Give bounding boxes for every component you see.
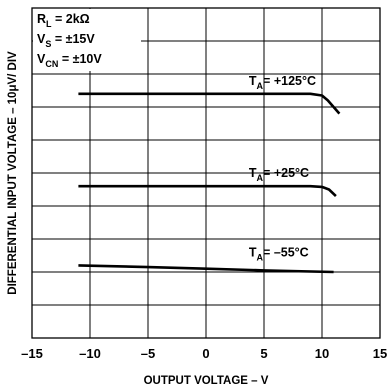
series-line-1	[78, 184, 337, 198]
condition-line-2: VCN = ±10V	[37, 52, 102, 69]
conditions-box-background	[33, 9, 141, 71]
series-line-0	[78, 92, 341, 115]
series-label-2: TA= –55°C	[249, 245, 309, 262]
x-tick-label: –10	[79, 346, 101, 361]
condition-line-1: VS = ±15V	[37, 32, 95, 49]
x-tick-label: 5	[260, 346, 267, 361]
x-tick-label: 0	[202, 346, 209, 361]
series-line-2	[78, 264, 334, 274]
y-axis-label: DIFFERENTIAL INPUT VOLTAGE – 10μV/ DIV	[7, 51, 19, 295]
series-label-0: TA= +125°C	[249, 74, 316, 91]
x-tick-labels: –15 –10 –5 0 5 10 15	[21, 346, 387, 361]
x-tick-label: –15	[21, 346, 43, 361]
series-label-1: TA= +25°C	[249, 166, 309, 183]
x-tick-label: 15	[373, 346, 387, 361]
x-tick-label: –5	[141, 346, 155, 361]
conditions-box: RL = 2kΩ VS = ±15V VCN = ±10V	[37, 12, 102, 69]
x-tick-label: 10	[315, 346, 329, 361]
plot-frame	[31, 7, 381, 339]
series-layer: TA= +125°C TA= +25°C TA= –55°C	[78, 74, 341, 274]
condition-line-0: RL = 2kΩ	[37, 12, 90, 29]
x-axis-label: OUTPUT VOLTAGE – V	[144, 375, 269, 387]
